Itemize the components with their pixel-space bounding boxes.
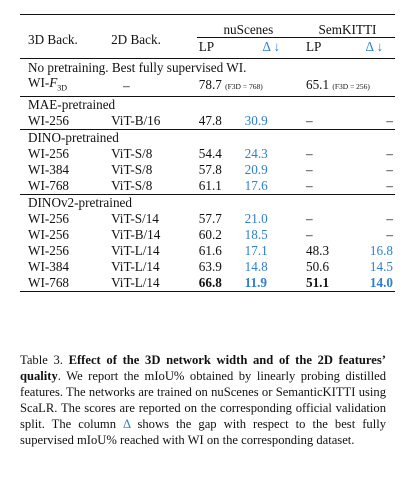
cell-2d-backbone: ViT-S/8 — [111, 178, 153, 194]
cell-2d-backbone: ViT-L/14 — [111, 243, 160, 259]
cell-sk-delta: – — [386, 113, 393, 129]
cell-nu-delta: 17.6 — [244, 178, 268, 194]
header-row-2: LP Δ ↓ LP Δ ↓ — [20, 38, 395, 59]
table-row: WI-256 ViT-B/16 47.8 30.9 – – — [20, 113, 395, 130]
cell-sk-lp: – — [305, 146, 313, 162]
cell-2d-backbone: ViT-S/14 — [111, 211, 159, 227]
cell-3d-backbone: WI-256 — [28, 113, 70, 129]
results-table: 3D Back. 2D Back. nuScenes SemKITTI LP Δ… — [20, 14, 395, 292]
header-nu-lp: LP — [198, 38, 215, 54]
section-title-no-pretraining: No pretraining. Best fully supervised WI… — [20, 58, 395, 76]
cell-nu-delta: 11.9 — [244, 275, 267, 291]
cell-sk-delta: – — [386, 146, 393, 162]
cell-nu-lp: 60.2 — [198, 227, 222, 243]
section-title: DINO-pretrained — [20, 129, 395, 146]
cell-3d-backbone: WI-768 — [28, 178, 70, 194]
header-sk-delta: Δ ↓ — [365, 38, 384, 54]
cell-nu-delta: 24.3 — [244, 146, 268, 162]
cell-3d-backbone: WI-384 — [28, 259, 70, 275]
cell-sk-delta: – — [386, 211, 393, 227]
table-caption: Table 3. Effect of the 3D network width … — [20, 352, 386, 448]
cell-nu-delta: 30.9 — [244, 113, 268, 129]
table-row: WI-256 ViT-L/14 61.6 17.1 48.3 16.8 — [20, 243, 395, 259]
cell-sk-lp: 50.6 — [305, 259, 330, 275]
section-title: DINOv2-pretrained — [20, 194, 395, 211]
cell-nu-delta: 17.1 — [244, 243, 268, 259]
cell-nu-lp: 54.4 — [198, 146, 222, 162]
caption-body-2: shows the gap with respect to the best f… — [20, 417, 387, 447]
cell-sk-delta: – — [386, 227, 393, 243]
table-row: WI-384 ViT-L/14 63.9 14.8 50.6 14.5 — [20, 259, 395, 275]
cell-sk-delta: 14.5 — [369, 259, 393, 275]
table-row: WI-768 ViT-S/8 61.1 17.6 – – — [20, 178, 395, 195]
header-3d-backbone: 3D Back. — [28, 32, 78, 47]
cell-sk-lp: 51.1 — [305, 275, 330, 291]
cell-sk-delta: 16.8 — [369, 243, 393, 259]
cell-2d-backbone: ViT-S/8 — [111, 162, 153, 178]
cell-nu-lp: 61.6 — [198, 243, 222, 259]
cell-sk-lp: – — [305, 227, 313, 243]
cell-sk-lp: – — [305, 113, 313, 129]
cell-nu-delta: 18.5 — [244, 227, 268, 243]
cell-sk-lp: 65.1 (F3D = 256) — [305, 76, 370, 92]
header-nuscenes: nuScenes — [196, 14, 300, 38]
table-row: WI-384 ViT-S/8 57.8 20.9 – – — [20, 162, 395, 178]
cell-nu-lp: 61.1 — [198, 178, 222, 194]
cell-3d-backbone: WI-768 — [28, 275, 70, 291]
cell-nu-lp: 47.8 — [198, 113, 222, 129]
cell-3d-backbone: WI-256 — [28, 211, 70, 227]
caption-delta-symbol: Δ — [123, 417, 131, 431]
cell-3d-backbone: WI-256 — [28, 146, 70, 162]
cell-nu-delta: 21.0 — [244, 211, 268, 227]
cell-3d-backbone: WI-F3D — [28, 75, 68, 93]
cell-3d-backbone: WI-384 — [28, 162, 70, 178]
caption-title: Effect of the 3D network width and of th… — [20, 353, 386, 383]
cell-2d-backbone: ViT-B/14 — [111, 227, 161, 243]
cell-nu-lp: 63.9 — [198, 259, 222, 275]
cell-sk-delta: 14.0 — [369, 275, 393, 291]
table-row-no-pretraining: WI-F3D – 78.7 (F3D = 768) 65.1 (F3D = 25… — [20, 75, 395, 96]
cell-2d-backbone: ViT-B/16 — [111, 113, 161, 129]
table-row: WI-256 ViT-B/14 60.2 18.5 – – — [20, 227, 395, 243]
cell-2d-backbone: ViT-L/14 — [111, 275, 160, 291]
table-row: WI-768 ViT-L/14 66.8 11.9 51.1 14.0 — [20, 275, 395, 292]
table-row: WI-256 ViT-S/8 54.4 24.3 – – — [20, 146, 395, 162]
header-2d-backbone: 2D Back. — [111, 32, 161, 47]
cell-sk-lp: – — [305, 162, 313, 178]
cell-sk-lp: 48.3 — [305, 243, 330, 259]
header-nu-delta: Δ ↓ — [262, 38, 281, 54]
cell-sk-delta: – — [386, 162, 393, 178]
cell-nu-lp: 66.8 — [198, 275, 222, 291]
cell-sk-lp: – — [305, 211, 313, 227]
cell-sk-lp: – — [305, 178, 313, 194]
cell-2d-backbone: ViT-S/8 — [111, 146, 153, 162]
section-title: MAE-pretrained — [20, 96, 395, 113]
header-row-1: 3D Back. 2D Back. nuScenes SemKITTI — [20, 14, 395, 47]
table-row: WI-256 ViT-S/14 57.7 21.0 – – — [20, 211, 395, 227]
cell-nu-delta: 20.9 — [244, 162, 268, 178]
cell-3d-backbone: WI-256 — [28, 227, 70, 243]
cell-2d-backbone: ViT-L/14 — [111, 259, 160, 275]
caption-label: Table 3. — [20, 353, 63, 367]
header-sk-lp: LP — [305, 38, 322, 54]
cell-3d-backbone: WI-256 — [28, 243, 70, 259]
cell-sk-delta: – — [386, 178, 393, 194]
cell-nu-lp: 57.8 — [198, 162, 222, 178]
header-semkitti: SemKITTI — [299, 14, 395, 38]
cell-2d-backbone: – — [123, 77, 130, 93]
cell-nu-delta: 14.8 — [244, 259, 268, 275]
cell-nu-lp: 57.7 — [198, 211, 222, 227]
caption-body-1: . We report the mIoU% obtained by linear… — [20, 369, 386, 431]
cell-nu-lp: 78.7 (F3D = 768) — [198, 76, 263, 92]
